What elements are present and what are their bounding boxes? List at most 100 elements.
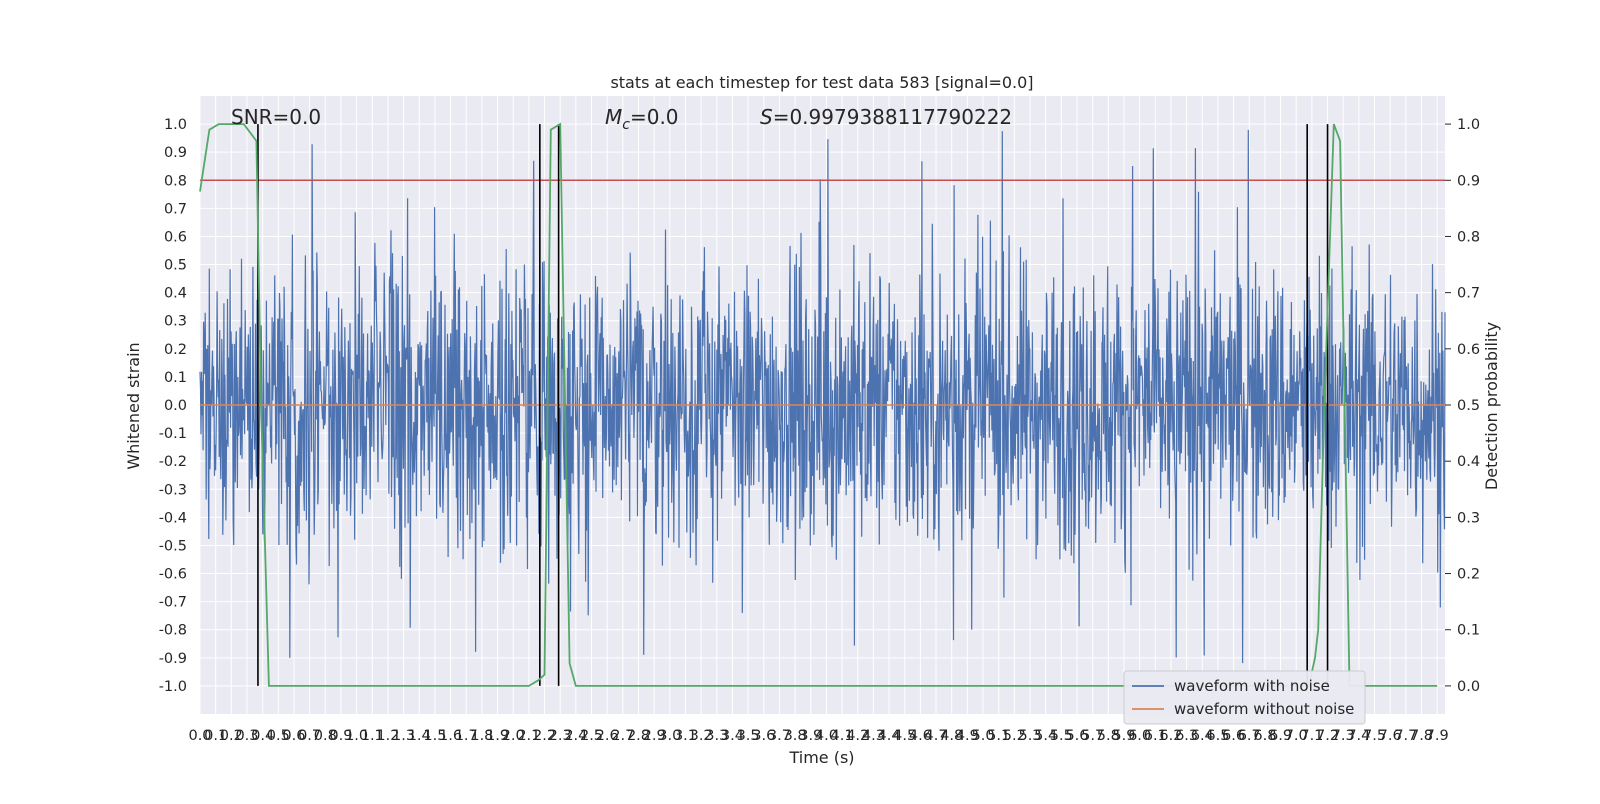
x-tick-label: 5.4 [1034,728,1057,744]
x-tick-label: 2.4 [564,728,587,744]
y-axis-label: Whitened strain [124,342,143,469]
series-detection-probability [199,122,1438,687]
x-tick-label: 3.6 [752,728,775,744]
x-tick-label: 3.4 [721,728,744,744]
x-tick-label: 1.9 [486,728,509,744]
series-waveform-with-noise [199,129,1446,664]
x-tick-label: 2.7 [611,728,634,744]
x-tick-label: 1.7 [455,728,478,744]
x-tick-label: 1.6 [439,728,462,744]
x-tick-label: 6.9 [1269,728,1292,744]
x-tick-label: 4.7 [925,728,948,744]
y-tick-label: 0.8 [164,173,187,189]
x-axis-label: Time (s) [788,748,854,767]
x-tick-label: 7.4 [1347,728,1370,744]
x-tick-label: 5.8 [1097,728,1120,744]
y2-tick-label: 0.8 [1457,229,1480,245]
legend-label-noise: waveform with noise [1174,677,1330,695]
x-tick-label: 7.7 [1394,728,1417,744]
chirp-mass-annotation: Mc=0.0 [605,105,679,133]
x-tick-label: 5.9 [1112,728,1135,744]
x-tick-label: 4.1 [831,728,854,744]
x-tick-label: 5.1 [987,728,1010,744]
y-tick-label: -0.5 [159,538,187,554]
y-tick-label: -0.8 [159,623,187,639]
x-tick-label: 4.9 [956,728,979,744]
x-tick-label: 6.6 [1222,728,1245,744]
x-tick-label: 2.3 [549,728,572,744]
x-tick-label: 1.3 [392,728,415,744]
x-tick-label: 1.5 [423,728,446,744]
x-tick-label: 3.7 [768,728,791,744]
y-tick-label: 0.9 [164,145,187,161]
x-tick-label: 0.4 [251,728,274,744]
y-tick-label: 0.0 [164,398,187,414]
y-tick-label: -0.3 [159,482,187,498]
x-tick-label: 5.3 [1018,728,1041,744]
x-tick-label: 0.6 [282,728,305,744]
y-tick-label: 0.7 [164,201,187,217]
y-tick-labels: 1.0 0.9 0.8 0.7 0.6 0.5 0.4 0.3 0.2 0.1 0.0 -0.1 -0.… [159,117,187,695]
y-tick-label: 0.2 [164,342,187,358]
x-tick-label: 3.3 [705,728,728,744]
x-tick-label: 1.1 [361,728,384,744]
y-tick-label: 1.0 [164,117,187,133]
x-tick-label: 7.1 [1300,728,1323,744]
x-tick-label: 2.0 [502,728,525,744]
x-tick-label: 4.0 [815,728,838,744]
x-tick-label: 2.9 [643,728,666,744]
x-tick-label: 6.8 [1253,728,1276,744]
x-tick-label: 3.2 [690,728,713,744]
y2-tick-label: 0.9 [1457,173,1480,189]
x-tick-label: 6.7 [1238,728,1261,744]
y-tick-label: 0.1 [164,370,187,386]
x-tick-label: 2.1 [517,728,540,744]
y-tick-label: -0.4 [159,510,187,526]
x-tick-label: 1.8 [470,728,493,744]
y-tick-label: -0.7 [159,595,187,611]
y2-tick-label: 1.0 [1457,117,1480,133]
x-tick-label: 3.8 [784,728,807,744]
snr-annotation: SNR=0.0 [231,105,321,129]
x-tick-label: 6.3 [1175,728,1198,744]
x-tick-label: 4.6 [909,728,932,744]
y-tick-label: -0.9 [159,651,187,667]
y2-tick-label: 0.6 [1457,342,1480,358]
x-tick-label: 1.4 [408,728,431,744]
x-tick-label: 7.9 [1426,728,1449,744]
y2-tick-label: 0.4 [1457,454,1480,470]
y2-tick-label: 0.0 [1457,679,1480,695]
x-tick-label: 2.2 [533,728,556,744]
x-tick-label: 4.8 [940,728,963,744]
y2-tick-label: 0.3 [1457,510,1480,526]
x-tick-label: 7.0 [1285,728,1308,744]
x-tick-label: 6.2 [1159,728,1182,744]
y2-axis-label: Detection probability [1482,322,1501,490]
x-tick-label: 0.3 [235,728,258,744]
x-tick-label: 2.6 [596,728,619,744]
x-tick-label: 4.5 [893,728,916,744]
x-tick-label: 3.1 [674,728,697,744]
x-tick-label: 6.1 [1144,728,1167,744]
x-tick-label: 0.0 [188,728,211,744]
x-tick-label: 0.7 [298,728,321,744]
y2-tick-label: 0.1 [1457,623,1480,639]
x-tick-label: 0.8 [314,728,337,744]
y-tick-label: 0.4 [164,286,187,302]
x-tick-labels: 0.00.10.20.30.40.50.60.70.80.91.01.11.21… [188,728,1448,744]
x-tick-label: 1.2 [376,728,399,744]
x-tick-label: 5.7 [1081,728,1104,744]
y-tick-label: 0.3 [164,314,187,330]
x-tick-label: 6.4 [1191,728,1214,744]
y2-tick-labels: 1.0 0.9 0.8 0.7 0.6 0.5 0.4 0.3 0.2 0.1 0.0 [1445,117,1480,695]
y2-tick-label: 0.2 [1457,567,1480,583]
legend-box [1123,670,1366,725]
x-tick-label: 4.2 [846,728,869,744]
x-tick-label: 0.9 [329,728,352,744]
x-tick-label: 5.5 [1050,728,1073,744]
y-tick-label: 0.6 [164,229,187,245]
x-tick-label: 5.2 [1003,728,1026,744]
x-tick-label: 0.1 [204,728,227,744]
